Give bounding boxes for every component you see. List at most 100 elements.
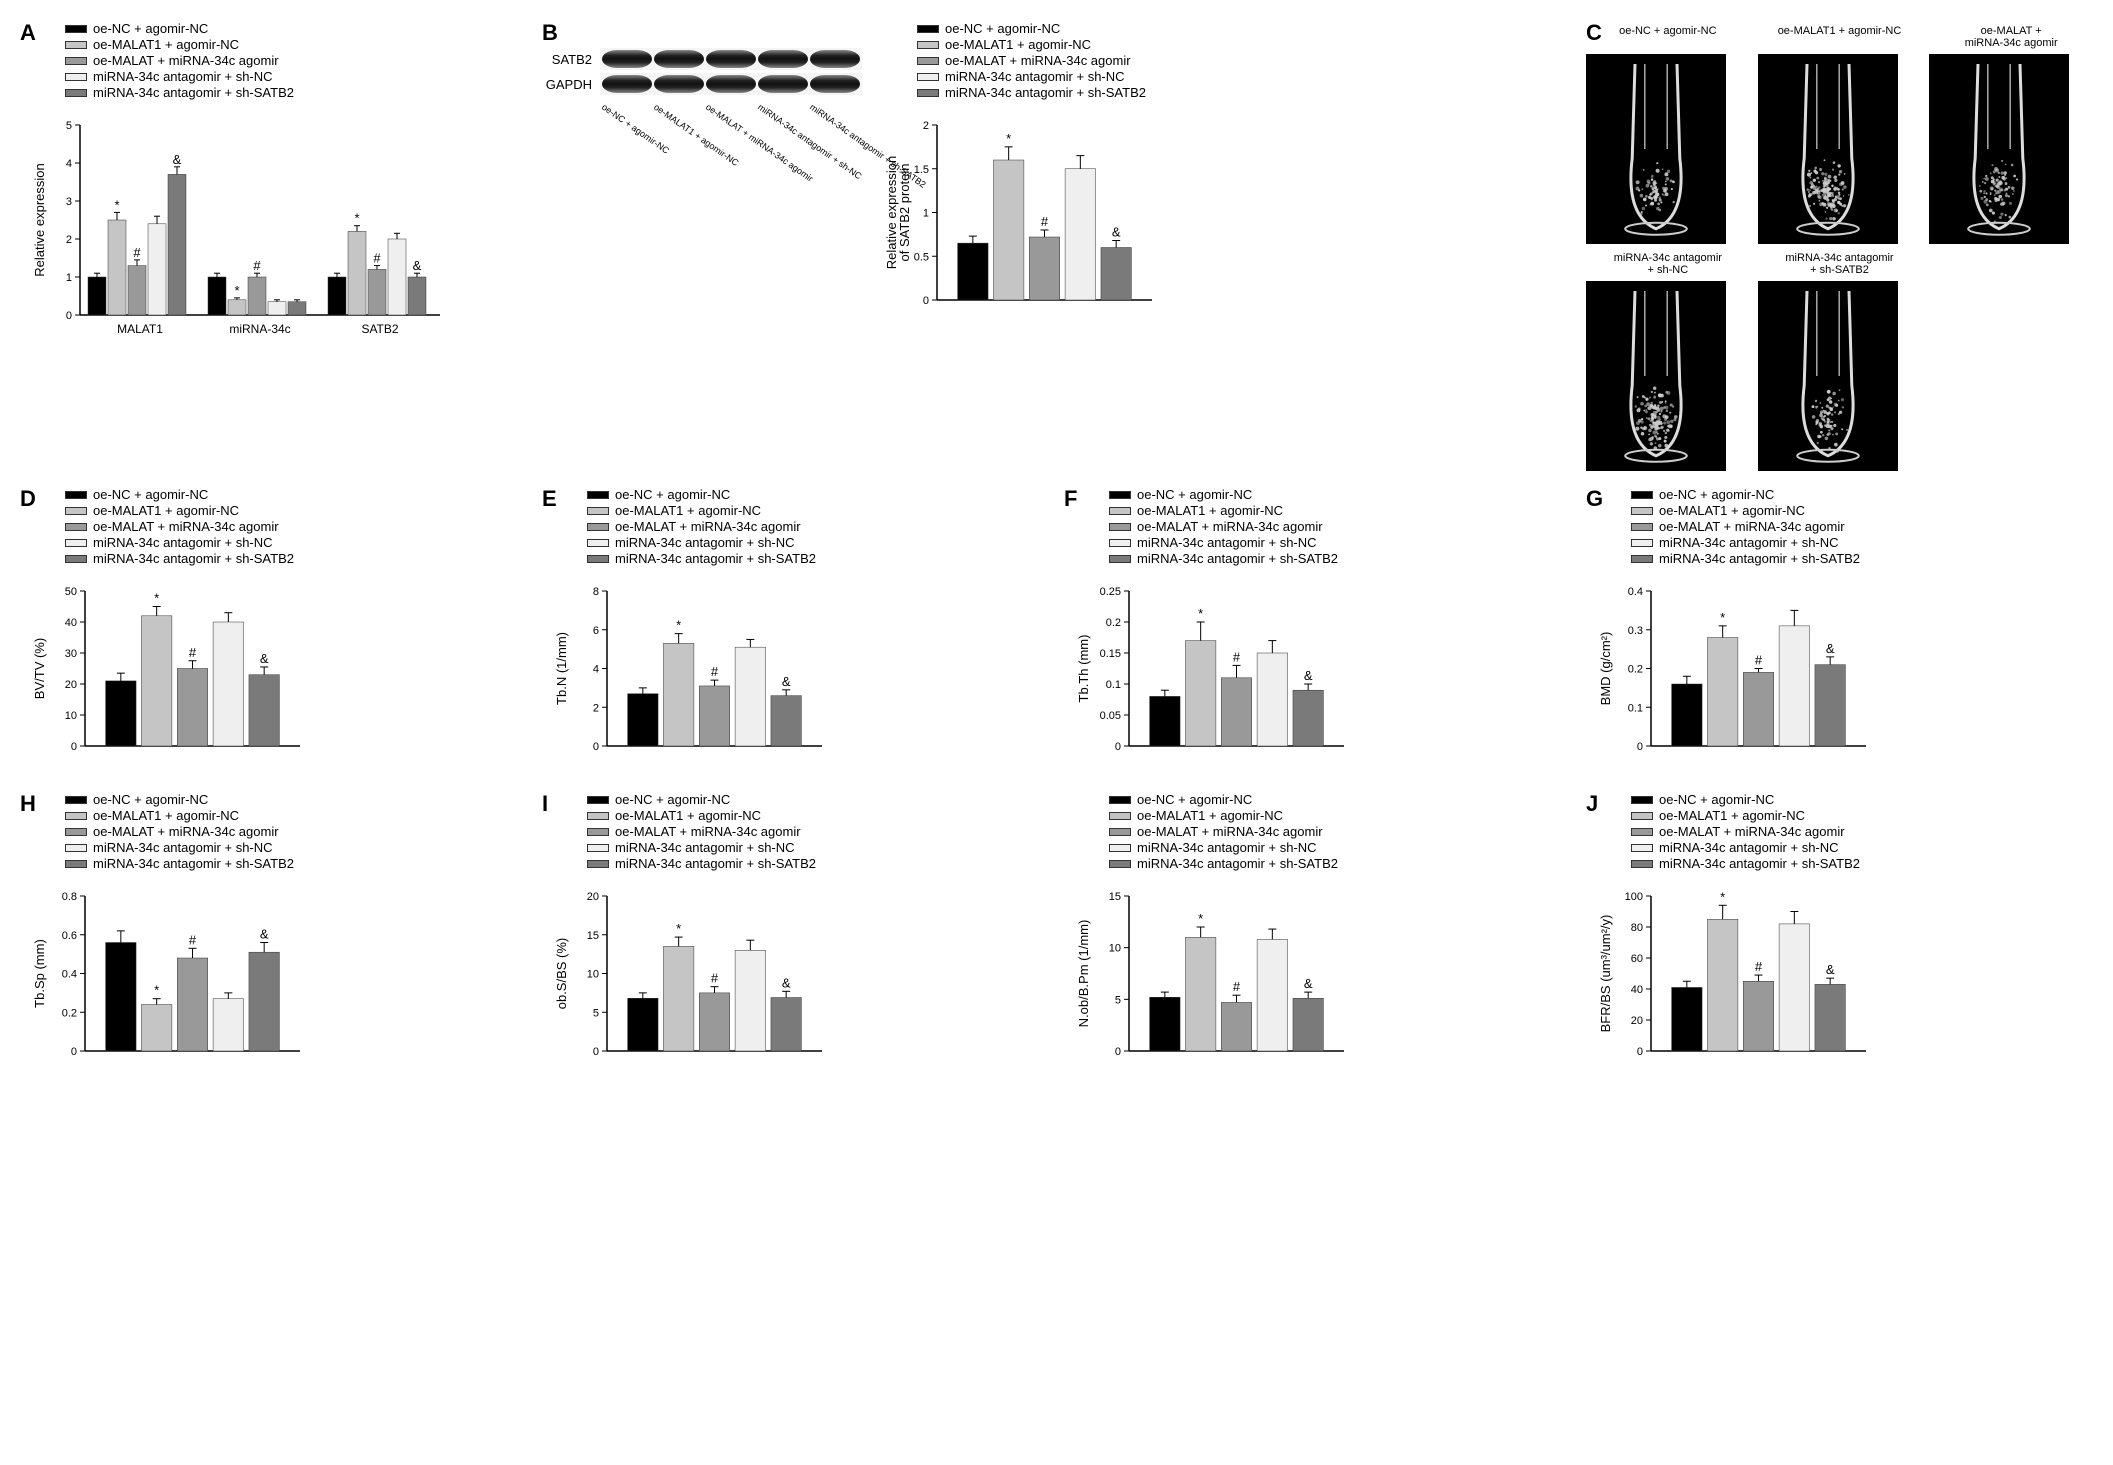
svg-text:0.6: 0.6 bbox=[62, 930, 77, 942]
wb-band bbox=[758, 75, 808, 93]
panel-f: F oe-NC + agomir-NC oe-MALAT1 + agomir-N… bbox=[1064, 486, 1571, 776]
svg-text:BV/TV (%): BV/TV (%) bbox=[32, 638, 47, 699]
legend-label: miRNA-34c antagomir + sh-SATB2 bbox=[945, 85, 1146, 100]
bar bbox=[1707, 919, 1737, 1051]
ct-image: miRNA-34c antagomir+ sh-SATB2 bbox=[1758, 252, 1922, 471]
legend-label: oe-MALAT + miRNA-34c agomir bbox=[93, 53, 279, 68]
legend: oe-NC + agomir-NC oe-MALAT1 + agomir-NC … bbox=[587, 792, 1049, 871]
panel-i: I oe-NC + agomir-NC oe-MALAT1 + agomir-N… bbox=[542, 791, 1049, 1081]
legend-item: oe-MALAT + miRNA-34c agomir bbox=[1109, 519, 1571, 534]
panel-h: H oe-NC + agomir-NC oe-MALAT1 + agomir-N… bbox=[20, 791, 527, 1081]
sig-marker: & bbox=[782, 674, 791, 689]
sig-marker: & bbox=[782, 975, 791, 990]
svg-text:6: 6 bbox=[593, 625, 599, 637]
legend-item: miRNA-34c antagomir + sh-SATB2 bbox=[65, 85, 527, 100]
svg-text:2: 2 bbox=[593, 702, 599, 714]
legend: oe-NC + agomir-NC oe-MALAT1 + agomir-NC … bbox=[1631, 792, 2093, 871]
legend-label: oe-NC + agomir-NC bbox=[615, 487, 730, 502]
legend-item: miRNA-34c antagomir + sh-NC bbox=[1109, 840, 1571, 855]
svg-text:5: 5 bbox=[593, 1007, 599, 1019]
legend-label: oe-NC + agomir-NC bbox=[615, 792, 730, 807]
svg-text:20: 20 bbox=[1631, 1015, 1643, 1027]
sig-marker: * bbox=[676, 921, 681, 936]
bar bbox=[1815, 984, 1845, 1051]
svg-text:0.25: 0.25 bbox=[1100, 586, 1121, 598]
sig-marker: # bbox=[711, 664, 719, 679]
svg-text:0.8: 0.8 bbox=[62, 891, 77, 903]
legend-label: oe-MALAT1 + agomir-NC bbox=[1659, 808, 1805, 823]
sig-marker: & bbox=[260, 927, 269, 942]
ct-scan-image bbox=[1586, 54, 1726, 244]
svg-text:0.15: 0.15 bbox=[1100, 648, 1121, 660]
bar bbox=[735, 950, 765, 1051]
svg-text:BMD (g/cm²): BMD (g/cm²) bbox=[1598, 632, 1613, 706]
western-blot: SATB2GAPDHoe-NC + agomir-NCoe-MALAT1 + a… bbox=[542, 45, 862, 471]
bar bbox=[1743, 981, 1773, 1051]
svg-text:0.2: 0.2 bbox=[62, 1007, 77, 1019]
legend-item: miRNA-34c antagomir + sh-SATB2 bbox=[1109, 856, 1571, 871]
wb-band bbox=[810, 50, 860, 68]
svg-text:0.3: 0.3 bbox=[1628, 625, 1643, 637]
svg-text:2: 2 bbox=[923, 120, 929, 132]
svg-text:0.4: 0.4 bbox=[62, 969, 77, 981]
sig-marker: * bbox=[1720, 610, 1725, 625]
svg-text:&: & bbox=[173, 152, 182, 167]
bar bbox=[993, 160, 1023, 300]
legend-label: oe-MALAT + miRNA-34c agomir bbox=[1137, 519, 1323, 534]
svg-text:0: 0 bbox=[1637, 1046, 1643, 1058]
legend: oe-NC + agomir-NC oe-MALAT1 + agomir-NC … bbox=[587, 487, 1049, 566]
bar-chart: 02468*#&Tb.N (1/mm) bbox=[552, 576, 832, 776]
ct-image: oe-MALAT1 + agomir-NC bbox=[1758, 25, 1922, 244]
sig-marker: * bbox=[1198, 606, 1203, 621]
legend: oe-NC + agomir-NC oe-MALAT1 + agomir-NC … bbox=[917, 21, 1162, 100]
legend-item: miRNA-34c antagomir + sh-NC bbox=[65, 535, 527, 550]
svg-text:40: 40 bbox=[65, 617, 77, 629]
bar bbox=[1257, 653, 1287, 746]
bar bbox=[106, 681, 136, 746]
sig-marker: * bbox=[1006, 131, 1011, 146]
bar bbox=[699, 686, 729, 746]
legend-label: miRNA-34c antagomir + sh-NC bbox=[93, 840, 273, 855]
legend-label: oe-MALAT1 + agomir-NC bbox=[1137, 808, 1283, 823]
bar-chart: 00.20.40.60.8*#&Tb.Sp (mm) bbox=[30, 881, 310, 1081]
svg-text:10: 10 bbox=[1109, 943, 1121, 955]
legend-label: miRNA-34c antagomir + sh-SATB2 bbox=[93, 551, 294, 566]
panel-g: G oe-NC + agomir-NC oe-MALAT1 + agomir-N… bbox=[1586, 486, 2093, 776]
bar bbox=[1221, 678, 1251, 746]
legend-item: miRNA-34c antagomir + sh-SATB2 bbox=[65, 551, 527, 566]
legend-item: miRNA-34c antagomir + sh-SATB2 bbox=[587, 856, 1049, 871]
svg-text:5: 5 bbox=[1115, 994, 1121, 1006]
legend-item: oe-NC + agomir-NC bbox=[587, 487, 1049, 502]
svg-text:0.05: 0.05 bbox=[1100, 710, 1121, 722]
legend-item: oe-MALAT1 + agomir-NC bbox=[1109, 808, 1571, 823]
legend-label: oe-MALAT1 + agomir-NC bbox=[1659, 503, 1805, 518]
ct-scan-image bbox=[1586, 281, 1726, 471]
legend-item: miRNA-34c antagomir + sh-SATB2 bbox=[65, 856, 527, 871]
legend-label: miRNA-34c antagomir + sh-NC bbox=[1137, 535, 1317, 550]
legend-item: oe-NC + agomir-NC bbox=[65, 487, 527, 502]
legend-item: miRNA-34c antagomir + sh-NC bbox=[1109, 535, 1571, 550]
sig-marker: * bbox=[676, 618, 681, 633]
svg-text:#: # bbox=[133, 245, 141, 260]
sig-marker: & bbox=[1304, 976, 1313, 991]
bar bbox=[249, 675, 279, 746]
svg-text:0: 0 bbox=[71, 1046, 77, 1058]
wb-band bbox=[654, 75, 704, 93]
bar bbox=[213, 622, 243, 746]
bar bbox=[663, 643, 693, 746]
legend-label: oe-MALAT + miRNA-34c agomir bbox=[1659, 824, 1845, 839]
bar-chart: 01020304050*#&BV/TV (%) bbox=[30, 576, 310, 776]
legend-item: miRNA-34c antagomir + sh-SATB2 bbox=[917, 85, 1162, 100]
legend-label: oe-NC + agomir-NC bbox=[1137, 792, 1252, 807]
legend: oe-NC + agomir-NC oe-MALAT1 + agomir-NC … bbox=[1631, 487, 2093, 566]
legend-item: oe-MALAT1 + agomir-NC bbox=[587, 808, 1049, 823]
bar bbox=[1672, 684, 1702, 746]
legend-item: miRNA-34c antagomir + sh-SATB2 bbox=[1631, 856, 2093, 871]
bar bbox=[735, 647, 765, 746]
bar bbox=[249, 952, 279, 1051]
svg-text:10: 10 bbox=[587, 969, 599, 981]
sig-marker: & bbox=[1304, 668, 1313, 683]
sig-marker: & bbox=[260, 651, 269, 666]
svg-text:0: 0 bbox=[1637, 741, 1643, 753]
svg-text:Tb.Sp (mm): Tb.Sp (mm) bbox=[32, 939, 47, 1008]
